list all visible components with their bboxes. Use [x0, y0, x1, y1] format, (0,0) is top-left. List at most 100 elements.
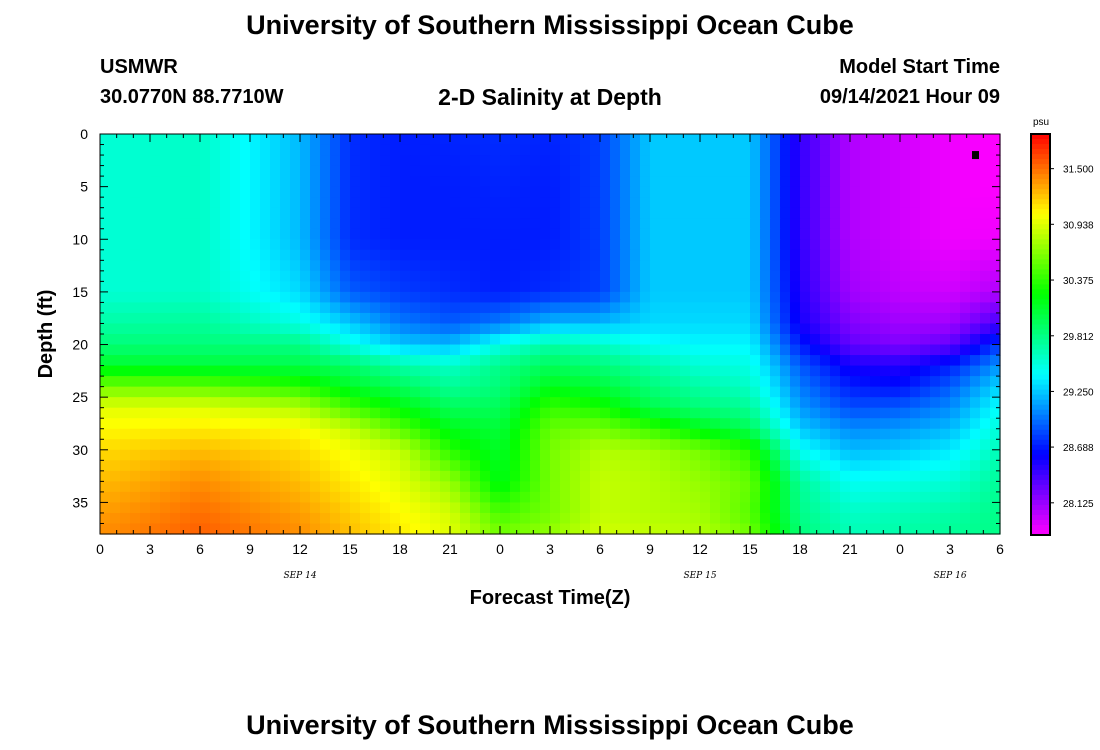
heatmap-cell: [180, 502, 191, 514]
heatmap-cell: [400, 176, 411, 188]
heatmap-cell: [840, 334, 851, 346]
heatmap-cell: [690, 312, 701, 325]
heatmap-cell: [690, 418, 701, 430]
heatmap-cell: [490, 449, 501, 461]
heatmap-cell: [120, 249, 131, 261]
heatmap-cell: [200, 176, 211, 188]
heatmap-cell: [750, 144, 761, 156]
heatmap-cell: [290, 365, 301, 377]
heatmap-cell: [510, 439, 521, 451]
heatmap-cell: [160, 491, 171, 504]
heatmap-cell: [330, 460, 341, 472]
heatmap-cell: [480, 460, 491, 472]
heatmap-cell: [590, 344, 601, 356]
heatmap-cell: [330, 281, 341, 293]
heatmap-cell: [700, 270, 711, 282]
heatmap-cell: [730, 418, 741, 430]
heatmap-cell: [190, 334, 201, 346]
heatmap-cell: [790, 334, 801, 346]
heatmap-cell: [790, 523, 801, 535]
heatmap-cell: [970, 491, 981, 504]
heatmap-cell: [450, 186, 461, 198]
heatmap-cell: [840, 460, 851, 472]
heatmap-cell: [120, 155, 131, 167]
heatmap-cell: [370, 165, 381, 177]
heatmap-cell: [910, 270, 921, 282]
heatmap-cell: [710, 239, 721, 251]
heatmap-cell: [710, 155, 721, 167]
heatmap-cell: [130, 281, 141, 293]
heatmap-cell: [940, 323, 951, 335]
heatmap-cell: [180, 281, 191, 293]
heatmap-cell: [940, 491, 951, 504]
heatmap-cell: [380, 418, 391, 430]
heatmap-cell: [450, 281, 461, 293]
heatmap-cell: [460, 449, 471, 461]
heatmap-cell: [490, 386, 501, 398]
heatmap-cell: [120, 428, 131, 440]
heatmap-cell: [460, 344, 471, 356]
heatmap-cell: [980, 207, 991, 219]
heatmap-cell: [550, 523, 561, 535]
heatmap-cell: [510, 397, 521, 409]
heatmap-cell: [590, 376, 601, 388]
x-tick-label: 6: [196, 541, 204, 557]
heatmap-cell: [890, 302, 901, 314]
heatmap-cell: [850, 449, 861, 461]
heatmap-cell: [870, 449, 881, 461]
heatmap-cell: [840, 523, 851, 535]
heatmap-cell: [390, 365, 401, 377]
heatmap-cell: [850, 165, 861, 177]
heatmap-cell: [900, 207, 911, 219]
heatmap-cell: [780, 481, 791, 493]
heatmap-cell: [740, 291, 751, 304]
heatmap-cell: [630, 376, 641, 388]
heatmap-cell: [980, 218, 991, 230]
heatmap-cell: [790, 270, 801, 282]
heatmap-cell: [520, 302, 531, 314]
heatmap-cell: [140, 418, 151, 430]
colorbar-swatch: [1031, 359, 1050, 366]
heatmap-cell: [380, 428, 391, 440]
heatmap-cell: [650, 397, 661, 409]
heatmap-cell: [970, 134, 981, 146]
heatmap-cell: [760, 439, 771, 451]
heatmap-cell: [610, 386, 621, 398]
heatmap-cell: [390, 386, 401, 398]
heatmap-cell: [410, 512, 421, 525]
heatmap-cell: [110, 144, 121, 156]
heatmap-cell: [620, 449, 631, 461]
heatmap-cell: [500, 344, 511, 356]
heatmap-cell: [880, 449, 891, 461]
heatmap-cell: [590, 176, 601, 188]
heatmap-cell: [390, 218, 401, 230]
heatmap-cell: [970, 428, 981, 440]
heatmap-cell: [680, 418, 691, 430]
heatmap-cell: [390, 165, 401, 177]
heatmap-cell: [640, 291, 651, 304]
heatmap-cell: [770, 176, 781, 188]
heatmap-cell: [320, 249, 331, 261]
heatmap-cell: [480, 418, 491, 430]
heatmap-cell: [880, 334, 891, 346]
heatmap-cell: [130, 365, 141, 377]
heatmap-cell: [990, 407, 1001, 419]
heatmap-cell: [760, 491, 771, 504]
heatmap-cell: [530, 397, 541, 409]
heatmap-cell: [890, 228, 901, 240]
heatmap-cell: [430, 470, 441, 482]
heatmap-cell: [200, 355, 211, 367]
heatmap-cell: [410, 407, 421, 419]
heatmap-cell: [610, 312, 621, 325]
heatmap-cell: [550, 355, 561, 367]
heatmap-cell: [750, 386, 761, 398]
heatmap-cell: [570, 218, 581, 230]
heatmap-cell: [490, 207, 501, 219]
heatmap-cell: [910, 481, 921, 493]
heatmap-cell: [350, 481, 361, 493]
heatmap-cell: [890, 418, 901, 430]
date-label: SEP 15: [683, 571, 716, 581]
heatmap-cell: [880, 260, 891, 272]
heatmap-cell: [280, 291, 291, 304]
x-tick-label: 15: [342, 541, 358, 557]
